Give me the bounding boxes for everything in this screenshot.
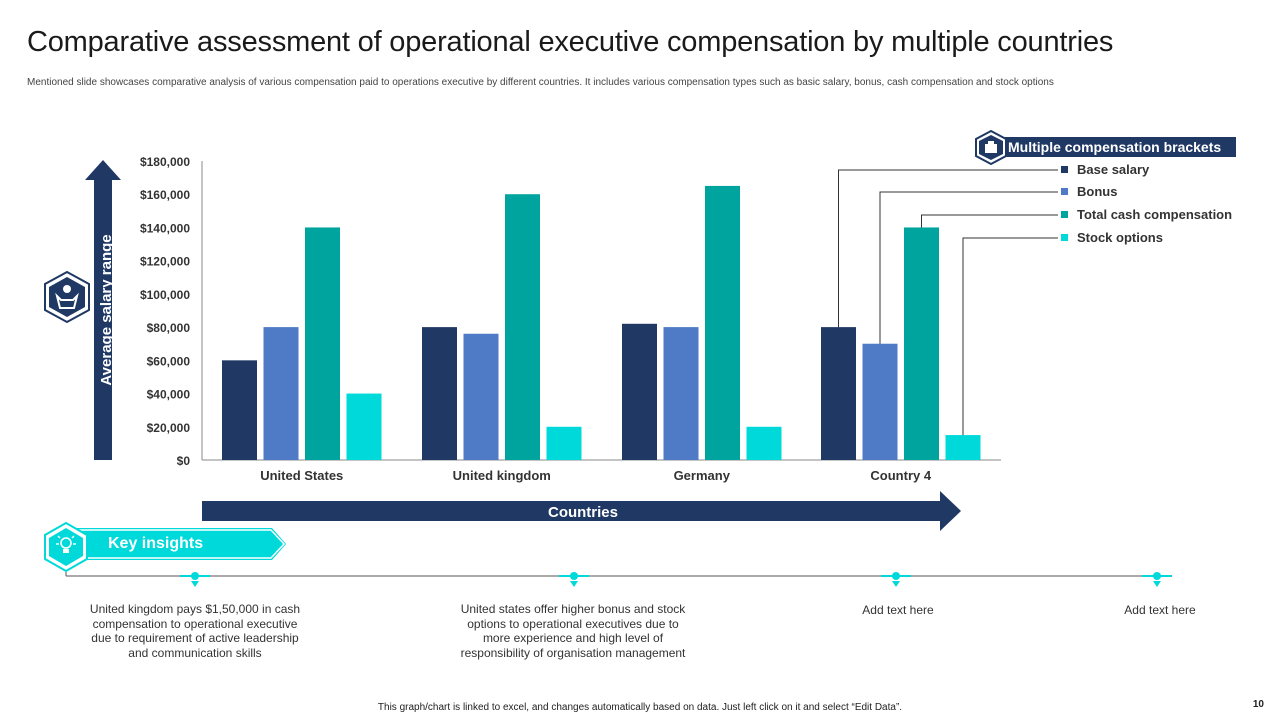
salary-hand-icon (44, 270, 90, 324)
legend-leader-line (838, 169, 1058, 328)
insight-text-4: Add text here (1124, 603, 1196, 617)
bar-base-salary-3 (622, 323, 657, 460)
y-axis-label: Average salary range (98, 234, 115, 385)
y-tick-label: $80,000 (147, 321, 191, 335)
x-axis-arrow (202, 491, 961, 531)
legend-header: Multiple compensation brackets (975, 129, 1236, 166)
bar-total-cash-compensation-3 (705, 185, 740, 460)
legend-swatch (1061, 234, 1068, 241)
bar-base-salary-2 (422, 327, 457, 460)
footer-note: This graph/chart is linked to excel, and… (377, 702, 903, 713)
legend-swatch (1061, 211, 1068, 218)
bar-stock-options-4 (945, 435, 981, 460)
legend-leader-line (879, 191, 1058, 344)
y-tick-label: $120,000 (140, 255, 190, 269)
timeline-marker-dot (191, 572, 199, 580)
x-axis-label: Countries (548, 504, 618, 521)
legend-item: Stock options (1077, 230, 1163, 245)
x-tick-label: United kingdom (453, 468, 551, 483)
bar-bonus-2 (463, 333, 499, 460)
timeline-marker-dot (570, 572, 578, 580)
legend-leader-line (921, 214, 1058, 228)
timeline-marker-pointer (1153, 581, 1161, 587)
x-tick-label: United States (260, 468, 343, 483)
y-tick-label: $60,000 (147, 354, 191, 368)
bar-base-salary-1 (222, 360, 257, 460)
page-number: 10 (1252, 699, 1264, 710)
legend-swatch (1061, 188, 1068, 195)
legend-title: Multiple compensation brackets (1008, 139, 1221, 155)
page-subtitle: Mentioned slide showcases comparative an… (27, 77, 1054, 88)
key-insights-banner (44, 521, 1172, 577)
bar-bonus-1 (263, 327, 299, 460)
timeline-marker-dot (892, 572, 900, 580)
lightbulb-icon (56, 535, 76, 553)
x-tick-label: Country 4 (870, 468, 931, 483)
bar-total-cash-compensation-4 (904, 227, 939, 460)
timeline-marker-pointer (570, 581, 578, 587)
x-tick-label: Germany (674, 468, 731, 483)
y-tick-label: $40,000 (147, 388, 191, 402)
y-axis-arrow (85, 160, 121, 460)
bar-total-cash-compensation-1 (305, 227, 340, 460)
y-tick-label: $140,000 (140, 221, 190, 235)
key-insights-label: Key insights (108, 535, 204, 552)
bar-base-salary-4 (821, 327, 856, 460)
insight-text-2: United states offer higher bonus and sto… (460, 602, 686, 660)
bar-stock-options-3 (746, 426, 782, 460)
insight-text-3: Add text here (862, 603, 934, 617)
page-title: Comparative assessment of operational ex… (27, 26, 1114, 58)
legend-item: Total cash compensation (1077, 207, 1232, 222)
bar-bonus-3 (663, 327, 699, 460)
legend-swatch (1061, 166, 1068, 173)
bar-stock-options-2 (546, 426, 582, 460)
timeline-marker-dot (1153, 572, 1161, 580)
y-tick-label: $180,000 (140, 155, 190, 169)
timeline-marker-pointer (191, 581, 199, 587)
y-tick-label: $160,000 (140, 188, 190, 202)
legend-item: Bonus (1077, 184, 1117, 199)
timeline-marker-pointer (892, 581, 900, 587)
y-tick-label: $20,000 (147, 421, 191, 435)
legend-item: Base salary (1077, 162, 1150, 177)
bar-stock-options-1 (346, 393, 382, 460)
bar-total-cash-compensation-2 (505, 194, 540, 460)
bar-bonus-4 (862, 343, 898, 460)
legend-leader-line (962, 237, 1058, 436)
y-tick-label: $100,000 (140, 288, 190, 302)
insight-text-1: United kingdom pays $1,50,000 in cash co… (89, 602, 301, 660)
y-tick-label: $0 (177, 454, 191, 468)
